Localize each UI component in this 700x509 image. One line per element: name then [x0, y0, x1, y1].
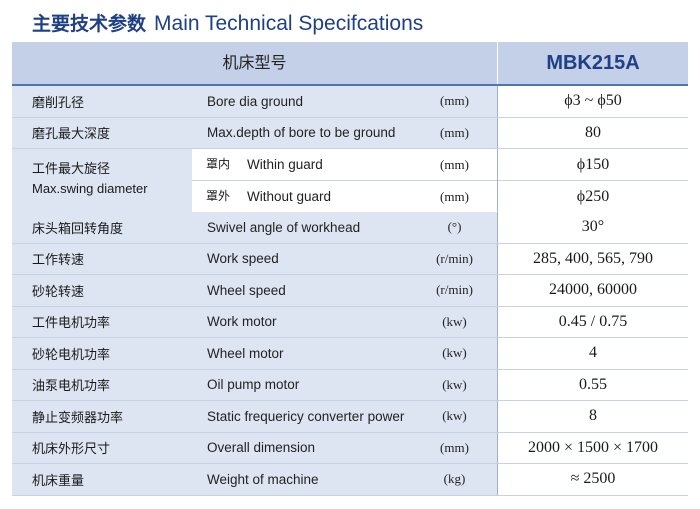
table-header: 机床型号 MBK215A: [12, 42, 688, 86]
model-value: MBK215A: [546, 52, 640, 74]
within-guard-en: Within guard: [247, 157, 323, 172]
within-guard-unit: (mm): [440, 157, 469, 172]
page-title: 主要技术参数 Main Technical Specifcations: [32, 9, 423, 39]
row-unit: (mm): [440, 439, 469, 455]
spec-table: 机床型号 MBK215A 磨削孔径 Bore dia ground (mm) ϕ…: [12, 42, 688, 496]
row-value: 24000, 60000: [498, 275, 688, 306]
row-value: 4: [498, 338, 688, 369]
table-row: 床头箱回转角度 Swivel angle of workhead (°) 30°: [12, 212, 688, 244]
column-divider: [497, 243, 498, 274]
row-label-cn: 砂轮电机功率: [32, 347, 111, 363]
row-unit: (kw): [442, 313, 467, 329]
row-unit: (°): [447, 219, 462, 235]
row-unit: (mm): [440, 93, 469, 109]
row-label-cn: 床头箱回转角度: [32, 221, 124, 237]
row-label-en: Work speed: [207, 251, 279, 267]
row-label-en: Weight of machine: [207, 471, 319, 487]
model-label: 机床型号: [222, 53, 287, 72]
without-guard-cn: 罩外: [206, 188, 231, 203]
column-divider: [497, 275, 498, 306]
row-value: 285, 400, 565, 790: [498, 243, 688, 274]
row-value: 2000 × 1500 × 1700: [498, 432, 688, 463]
table-row: 机床重量 Weight of machine (kg) ≈ 2500: [12, 464, 688, 496]
row-unit: (r/min): [436, 282, 473, 298]
swing-diameter-row: 工件最大旋径 Max.swing diameter 罩内 Within guar…: [12, 149, 688, 212]
row-value: ϕ3 ~ ϕ50: [498, 86, 688, 117]
title-english: Main Technical Specifcations: [154, 12, 424, 35]
table-row: 油泵电机功率 Oil pump motor (kw) 0.55: [12, 369, 688, 401]
column-divider: [497, 306, 498, 337]
row-unit: (mm): [440, 124, 469, 140]
swing-label-en: Max.swing diameter: [32, 181, 148, 196]
within-guard-subrow: 罩内 Within guard (mm): [192, 149, 497, 181]
row-label-en: Swivel angle of workhead: [207, 219, 361, 235]
column-divider: [497, 464, 498, 495]
header-divider: [497, 42, 498, 84]
row-label-cn: 砂轮转速: [32, 284, 85, 300]
row-label-cn: 工作转速: [32, 253, 85, 269]
row-label-en: Max.depth of bore to be ground: [207, 125, 396, 141]
within-guard-value: ϕ150: [498, 149, 688, 181]
title-chinese: 主要技术参数: [32, 13, 147, 35]
row-value: 8: [498, 401, 688, 432]
row-unit: (kw): [442, 408, 467, 424]
column-divider: [497, 86, 498, 117]
row-value: 0.55: [498, 369, 688, 400]
table-row: 磨孔最大深度 Max.depth of bore to be ground (m…: [12, 117, 688, 149]
row-label-cn: 油泵电机功率: [32, 379, 111, 395]
table-row: 工作转速 Work speed (r/min) 285, 400, 565, 7…: [12, 243, 688, 275]
table-row: 工件电机功率 Work motor (kw) 0.45 / 0.75: [12, 306, 688, 338]
within-guard-cn: 罩内: [206, 157, 231, 171]
table-row: 砂轮转速 Wheel speed (r/min) 24000, 60000: [12, 275, 688, 307]
table-row: 砂轮电机功率 Wheel motor (kw) 4: [12, 338, 688, 370]
row-label-cn: 机床重量: [32, 473, 85, 489]
row-label-en: Wheel motor: [207, 345, 284, 361]
row-label-en: Wheel speed: [207, 282, 286, 298]
column-divider: [497, 149, 498, 211]
row-value: 80: [498, 117, 688, 148]
row-label-cn: 工件电机功率: [32, 316, 111, 332]
row-value: ≈ 2500: [498, 464, 688, 495]
swing-label-block: 工件最大旋径 Max.swing diameter: [12, 149, 192, 212]
row-unit: (kw): [442, 345, 467, 361]
row-label-en: Oil pump motor: [207, 377, 300, 393]
row-unit: (kw): [442, 376, 467, 392]
column-divider: [497, 212, 498, 243]
row-label-cn: 机床外形尺寸: [32, 442, 111, 458]
without-guard-subrow: 罩外 Without guard (mm): [192, 180, 497, 212]
row-label-cn: 磨削孔径: [32, 95, 85, 111]
row-value: 0.45 / 0.75: [498, 306, 688, 337]
row-unit: (kg): [443, 471, 466, 487]
without-guard-en: Without guard: [247, 188, 332, 204]
table-row: 磨削孔径 Bore dia ground (mm) ϕ3 ~ ϕ50: [12, 86, 688, 118]
row-value: 30°: [498, 212, 688, 243]
swing-label-cn: 工件最大旋径: [32, 162, 111, 177]
row-label-cn: 磨孔最大深度: [32, 127, 111, 143]
column-divider: [497, 369, 498, 400]
column-divider: [497, 117, 498, 148]
table-row: 机床外形尺寸 Overall dimension (mm) 2000 × 150…: [12, 432, 688, 464]
column-divider: [497, 338, 498, 369]
row-label-en: Static frequericy converter power: [207, 408, 405, 424]
row-label-en: Bore dia ground: [207, 93, 304, 109]
table-row: 静止变频器功率 Static frequericy converter powe…: [12, 401, 688, 433]
row-label-cn: 静止变频器功率: [32, 410, 124, 426]
without-guard-unit: (mm): [440, 188, 469, 204]
row-label-en: Overall dimension: [207, 440, 316, 456]
column-divider: [497, 401, 498, 432]
row-unit: (r/min): [436, 250, 473, 266]
column-divider: [497, 432, 498, 463]
without-guard-value: ϕ250: [498, 180, 688, 212]
row-label-en: Work motor: [207, 314, 277, 330]
